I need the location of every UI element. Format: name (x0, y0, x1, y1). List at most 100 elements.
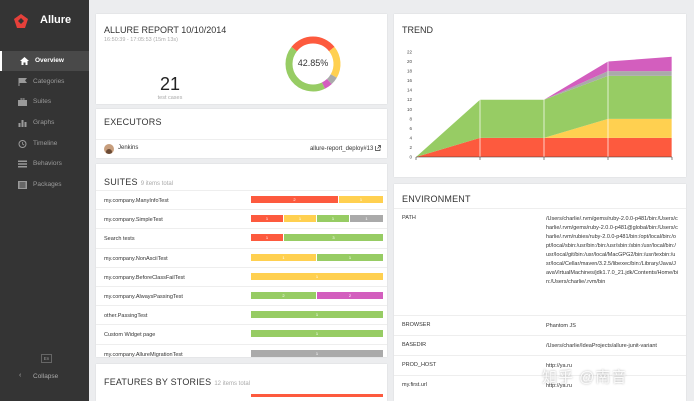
sidebar-item-label: Overview (35, 57, 64, 64)
suite-row[interactable]: my.company.AllureMigrationTest 1 (96, 343, 387, 357)
status-donut-chart[interactable] (283, 22, 343, 104)
sidebar-item-overview[interactable]: Overview (0, 51, 89, 71)
status-segment[interactable]: 1 (251, 311, 383, 319)
external-link-icon (375, 145, 381, 151)
donut-slice-passed[interactable] (285, 46, 325, 92)
trend-chart[interactable]: 0 2 4 6 8 10 12 14 16 18 20 22 (394, 44, 686, 177)
status-segment[interactable]: 1 (251, 330, 383, 338)
suites-header[interactable]: SUITES 9 items total (104, 172, 173, 190)
donut-slice-unknown[interactable] (321, 78, 332, 89)
briefcase-icon (18, 98, 27, 106)
env-key: my.first.url (402, 382, 427, 388)
executor-row[interactable]: Jenkins allure-report_deploy#13 (96, 139, 387, 156)
status-segment[interactable]: 3 (284, 234, 383, 242)
suite-row[interactable]: my.company.BeforeClassFailTest 1 (96, 266, 387, 286)
sidebar-item-categories[interactable]: Categories (0, 72, 89, 92)
build-link-text: allure-report_deploy#13 (309, 146, 374, 152)
executor-build-link[interactable]: allure-report_deploy#13 (310, 145, 381, 152)
report-title: ALLURE REPORT 10/10/2014 (104, 25, 227, 35)
suite-row[interactable]: my.company.AlwaysPassingTest 2 2 (96, 286, 387, 305)
sidebar-item-timeline[interactable]: Timeline (0, 134, 89, 154)
status-segment[interactable]: 1 (284, 215, 317, 223)
executors-title: EXECUTORS (104, 117, 162, 127)
sidebar-item-behaviors[interactable]: Behaviors (0, 154, 89, 174)
report-duration: 16:50:39 - 17:05:53 (15m 13s) (104, 37, 178, 43)
suite-row[interactable]: my.company.ManyInfoTest 2 1 (96, 190, 387, 209)
y-tick-label: 16 (407, 78, 413, 83)
language-button[interactable]: En (41, 354, 52, 363)
donut-slice-failed[interactable] (312, 36, 335, 52)
status-segment[interactable]: 1 (251, 272, 383, 280)
env-value: /Users/charlie/IdeaProjects/allure-junit… (546, 343, 657, 349)
donut-slice-rest[interactable] (291, 36, 314, 52)
collapse-button[interactable]: ‹ Collapse (0, 370, 89, 384)
status-segment[interactable]: 1 (317, 215, 350, 223)
list-icon (18, 160, 27, 168)
donut-slice-broken[interactable] (328, 46, 341, 78)
suite-name: my.company.ManyInfoTest (104, 198, 169, 204)
status-segment[interactable]: 1 (339, 196, 383, 203)
env-key: PATH (402, 215, 416, 221)
status-segment[interactable]: 1 (350, 215, 383, 223)
status-segment[interactable]: 2 (251, 292, 317, 299)
sidebar-item-label: Behaviors (33, 160, 62, 167)
y-tick-label: 2 (409, 145, 412, 150)
status-segment[interactable]: 1 (251, 234, 284, 242)
suite-status-bar[interactable]: 1 (251, 330, 383, 338)
status-segment[interactable]: 1 (251, 215, 284, 223)
y-tick-label: 8 (409, 116, 412, 121)
y-tick-label: 10 (407, 107, 413, 112)
env-value: /Users/charlie/.rvm/gems/ruby-2.0.0-p481… (546, 216, 678, 285)
app-name: Allure (40, 14, 72, 26)
suite-status-bar[interactable]: 1 (251, 272, 383, 280)
suite-name: my.company.AllureMigrationTest (104, 351, 183, 357)
y-tick-label: 12 (407, 97, 413, 102)
env-row-basedir: BASEDIR /Users/charlie/IdeaProjects/allu… (394, 335, 686, 355)
features-count: 12 items total (214, 381, 251, 387)
sidebar-item-label: Graphs (33, 119, 55, 126)
status-segment[interactable]: 2 (251, 196, 339, 203)
y-tick-label: 6 (409, 126, 412, 131)
suite-row[interactable]: other.PassingTest 1 (96, 305, 387, 324)
features-header[interactable]: FEATURES BY STORIES 12 items total (104, 372, 250, 390)
list-alt-icon (18, 181, 27, 189)
env-row-path: PATH /Users/charlie/.rvm/gems/ruby-2.0.0… (394, 208, 686, 315)
sidebar-item-packages[interactable]: Packages (0, 175, 89, 195)
env-row-browser: BROWSER Phantom JS (394, 315, 686, 335)
clock-icon (18, 140, 27, 148)
brand[interactable]: Allure (0, 0, 89, 42)
suite-row[interactable]: my.company.NonAsciiTest 1 1 (96, 247, 387, 267)
sidebar-item-graphs[interactable]: Graphs (0, 113, 89, 133)
y-tick-label: 4 (409, 135, 412, 140)
sidebar-item-suites[interactable]: Suites (0, 92, 89, 112)
trend-title: TREND (402, 25, 433, 35)
features-bar[interactable] (251, 394, 383, 397)
suite-name: my.company.NonAsciiTest (104, 255, 168, 262)
status-segment[interactable]: 1 (251, 349, 383, 357)
suite-row[interactable]: my.company.SimpleTest 1 1 1 1 (96, 209, 387, 228)
success-rate: 42.85% (297, 58, 329, 68)
trend-area-unknown[interactable] (416, 56, 672, 157)
status-segment[interactable]: 1 (251, 253, 317, 261)
env-value: http://ya.ru (546, 363, 572, 369)
donut-slice-skipped[interactable] (326, 74, 337, 85)
suite-row[interactable]: Custom Widget page 1 (96, 324, 387, 343)
y-tick-label: 20 (407, 59, 413, 64)
suite-row[interactable]: Search tests 1 3 (96, 228, 387, 247)
suite-status-bar[interactable]: 1 (251, 311, 383, 319)
features-title: FEATURES BY STORIES (104, 377, 212, 387)
env-key: BROWSER (402, 322, 431, 328)
suite-status-bar[interactable]: 1 (251, 349, 383, 357)
env-value: Phantom JS (546, 323, 576, 329)
suites-title: SUITES (104, 177, 138, 187)
sidebar-item-label: Timeline (33, 140, 58, 147)
trend-widget: TREND 0 2 4 6 8 10 12 14 16 18 20 22 (394, 14, 686, 177)
status-segment[interactable]: 1 (317, 253, 383, 261)
sidebar: Allure Overview Categories Suites Graphs… (0, 0, 89, 401)
status-segment[interactable]: 2 (317, 292, 383, 299)
